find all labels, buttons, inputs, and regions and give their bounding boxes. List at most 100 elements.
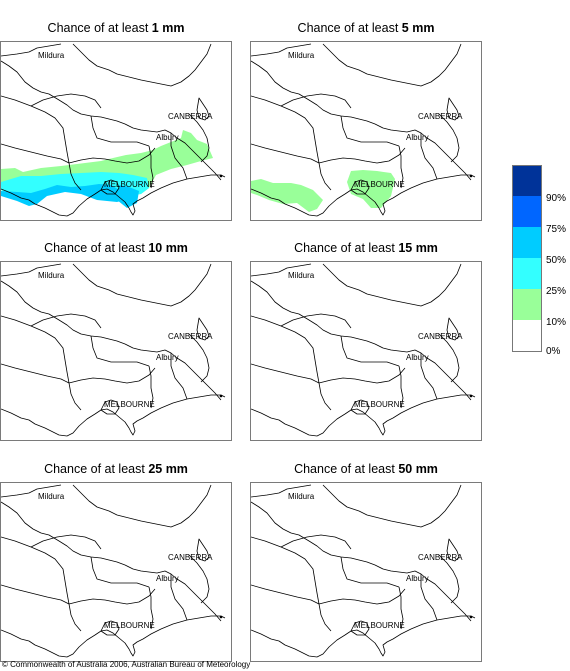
nsw-boundary xyxy=(251,484,312,498)
panel-title: Chance of at least 50 mm xyxy=(294,462,438,476)
nsw-boundary xyxy=(438,333,460,383)
legend-label-90: 90% xyxy=(546,193,567,204)
district-boundary xyxy=(251,584,320,605)
panel-amount: 1 mm xyxy=(151,21,185,35)
nsw-boundary xyxy=(322,263,462,307)
victoria-map: Mildura CANBERRA Albury MELBOURNE xyxy=(0,261,232,441)
place-label-melbourne: MELBOURNE xyxy=(354,400,405,409)
nsw-boundary xyxy=(1,484,62,498)
district-boundary xyxy=(68,588,156,605)
port-phillip-bay xyxy=(100,620,120,636)
district-boundary xyxy=(90,556,150,588)
panel-title: Chance of at least 1 mm xyxy=(47,21,185,35)
panel-amount: 50 mm xyxy=(398,462,438,476)
murray-river-border xyxy=(1,60,222,181)
legend-label-0: 0% xyxy=(546,346,561,357)
district-boundary xyxy=(170,133,188,180)
place-label-albury: Albury xyxy=(406,353,429,362)
victoria-map: Mildura CANBERRA Albury MELBOURNE xyxy=(0,482,232,662)
legend-swatch-10-25 xyxy=(512,289,542,320)
legend-label-25: 25% xyxy=(546,286,567,297)
nsw-boundary xyxy=(30,313,102,329)
rainfall-probability-area xyxy=(1,184,129,206)
district-boundary xyxy=(398,586,404,630)
place-label-mildura: Mildura xyxy=(38,271,65,280)
place-label-mildura: Mildura xyxy=(288,51,315,60)
murray-river-border xyxy=(1,280,222,401)
nsw-boundary xyxy=(72,43,212,87)
panel-amount: 25 mm xyxy=(148,462,188,476)
nsw-boundary xyxy=(438,554,460,604)
port-phillip-bay xyxy=(350,399,370,415)
act-boundary xyxy=(446,317,460,341)
place-label-canberra: CANBERRA xyxy=(168,332,213,341)
district-boundary xyxy=(148,365,154,409)
rainfall-probability-area xyxy=(251,179,323,212)
district-boundary xyxy=(68,382,82,411)
place-label-mildura: Mildura xyxy=(288,271,315,280)
cape-marker xyxy=(469,394,473,398)
place-label-albury: Albury xyxy=(156,133,179,142)
nsw-boundary xyxy=(251,263,312,277)
place-label-canberra: CANBERRA xyxy=(418,332,463,341)
cape-marker xyxy=(219,394,223,398)
district-boundary xyxy=(251,315,320,384)
place-label-albury: Albury xyxy=(406,133,429,142)
rainfall-probability-area xyxy=(347,170,395,208)
cape-marker xyxy=(219,615,223,619)
rainfall-probability-area xyxy=(117,185,139,208)
cape-marker xyxy=(219,174,223,178)
district-boundary xyxy=(170,353,188,400)
coastline xyxy=(1,174,226,217)
district-boundary xyxy=(398,145,404,189)
nsw-boundary xyxy=(322,484,462,528)
district-boundary xyxy=(1,363,70,384)
legend-swatch-25-50 xyxy=(512,258,542,289)
panel-title: Chance of at least 15 mm xyxy=(294,241,438,255)
district-boundary xyxy=(398,365,404,409)
cape-marker xyxy=(469,174,473,178)
place-label-canberra: CANBERRA xyxy=(418,112,463,121)
district-boundary xyxy=(1,584,70,605)
district-boundary xyxy=(68,603,82,632)
panel-amount: 15 mm xyxy=(398,241,438,255)
port-phillip-bay xyxy=(350,620,370,636)
nsw-boundary xyxy=(280,534,352,550)
legend-swatch-90-100 xyxy=(512,165,542,197)
district-boundary xyxy=(318,382,332,411)
district-boundary xyxy=(1,95,70,164)
nsw-boundary xyxy=(1,43,62,57)
murray-river-border xyxy=(251,501,472,622)
act-boundary xyxy=(446,97,460,121)
nsw-boundary xyxy=(280,93,352,109)
district-boundary xyxy=(148,145,154,189)
murray-river-border xyxy=(1,501,222,622)
place-label-canberra: CANBERRA xyxy=(168,553,213,562)
panel-amount: 10 mm xyxy=(148,241,188,255)
place-label-melbourne: MELBOURNE xyxy=(104,400,155,409)
coastline xyxy=(1,394,226,437)
district-boundary xyxy=(318,147,406,164)
act-boundary xyxy=(446,538,460,562)
district-boundary xyxy=(68,367,156,384)
place-label-canberra: CANBERRA xyxy=(418,553,463,562)
place-label-melbourne: MELBOURNE xyxy=(354,180,405,189)
place-label-albury: Albury xyxy=(406,574,429,583)
legend-swatch-0-10 xyxy=(512,320,542,352)
probability-legend: 90% 75% 50% 25% 10% 0% xyxy=(512,165,570,357)
district-boundary xyxy=(90,115,150,147)
nsw-boundary xyxy=(188,333,210,383)
district-boundary xyxy=(148,586,154,630)
cape-marker xyxy=(469,615,473,619)
district-boundary xyxy=(340,115,400,147)
nsw-boundary xyxy=(188,554,210,604)
legend-label-10: 10% xyxy=(546,317,567,328)
district-boundary xyxy=(1,536,70,605)
nsw-boundary xyxy=(30,93,102,109)
panel-title: Chance of at least 25 mm xyxy=(44,462,188,476)
murray-river-border xyxy=(251,280,472,401)
panel-title: Chance of at least 10 mm xyxy=(44,241,188,255)
act-boundary xyxy=(196,538,210,562)
district-boundary xyxy=(318,603,332,632)
nsw-boundary xyxy=(280,313,352,329)
